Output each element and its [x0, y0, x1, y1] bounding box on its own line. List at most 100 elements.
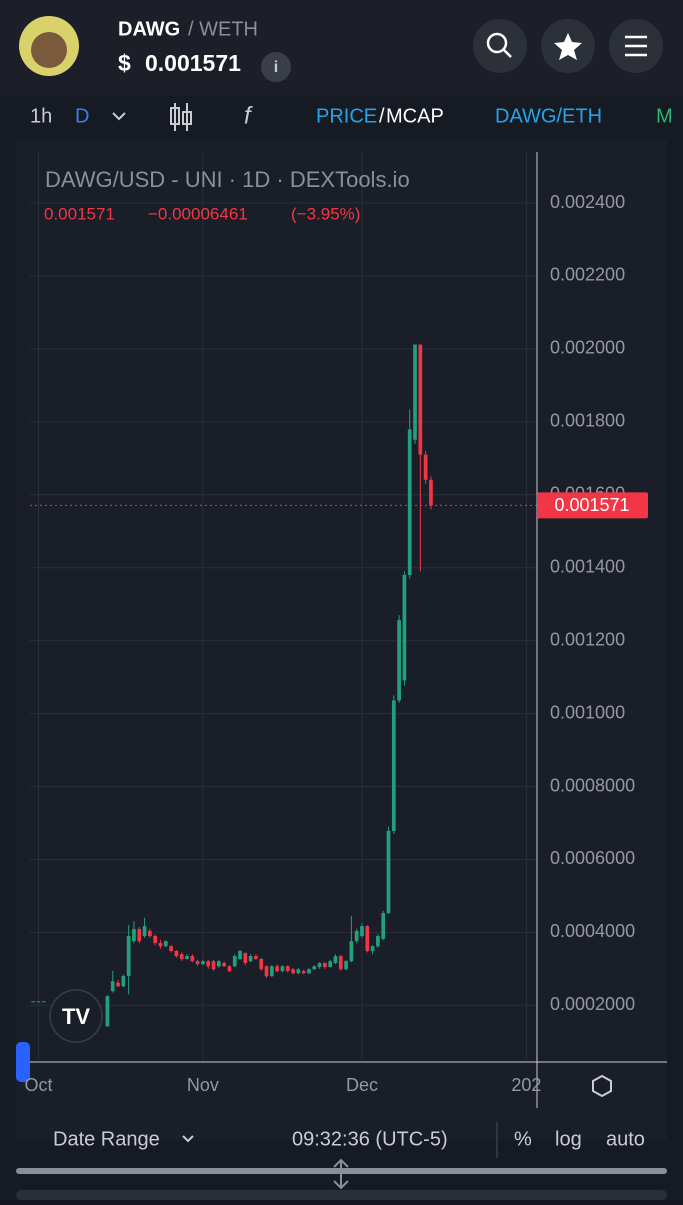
candle-body — [142, 926, 147, 937]
toggle-separator: / — [379, 105, 385, 127]
candle-body — [41, 1001, 46, 1003]
candle-body — [222, 963, 226, 967]
search-button[interactable] — [473, 19, 527, 73]
y-tick-label: 0.001200 — [550, 629, 625, 649]
currency: $ — [118, 50, 131, 76]
interval-button[interactable]: 1h — [30, 105, 52, 127]
x-tick-label: Nov — [187, 1075, 219, 1095]
search-icon — [486, 32, 508, 54]
candle-body — [312, 966, 317, 970]
y-tick-label: 0.0002000 — [550, 994, 635, 1014]
candles-icon — [170, 107, 180, 125]
candle-body — [227, 966, 232, 972]
candle-body — [381, 913, 386, 939]
more-toggle[interactable]: M — [656, 105, 673, 127]
candle-body — [121, 976, 126, 987]
candle-body — [216, 961, 221, 967]
candle-body — [301, 971, 306, 974]
candle-body — [365, 926, 370, 951]
candle-body — [397, 620, 401, 701]
tradingview-mark: TV — [62, 1004, 90, 1029]
avatar-face — [31, 32, 67, 68]
y-tick-label: 0.002000 — [550, 338, 625, 358]
candle-body — [174, 950, 179, 957]
search-icon — [503, 49, 512, 58]
candle-body — [163, 941, 168, 947]
time-display: 09:32:36 (UTC-5) — [292, 1128, 448, 1150]
candles-icon — [182, 111, 192, 125]
indicators-icon[interactable]: f — [244, 102, 253, 129]
candle-body — [376, 936, 380, 947]
x-tick-label: 202 — [511, 1075, 541, 1095]
candle-body — [296, 969, 301, 974]
y-tick-label: 0.0004000 — [550, 921, 635, 941]
y-tick-label: 0.002400 — [550, 192, 625, 212]
tradingview-logo[interactable] — [49, 989, 103, 1043]
settings-icon[interactable] — [592, 1074, 612, 1098]
percent-button[interactable]: % — [514, 1128, 532, 1150]
candle-body — [391, 700, 396, 831]
candle-body — [190, 956, 195, 962]
candle-body — [116, 982, 120, 987]
candle-body — [243, 953, 248, 964]
last-price-tag — [537, 492, 648, 519]
candle-body — [126, 936, 131, 977]
price: 0.001571 — [145, 50, 241, 76]
candle-body — [31, 1001, 36, 1003]
candle-body — [307, 969, 311, 974]
candle-body — [232, 956, 237, 967]
bottom-panel — [16, 1190, 667, 1200]
candle-body — [206, 961, 211, 967]
star-icon — [554, 33, 582, 60]
last-price-label: 0.001571 — [554, 495, 629, 515]
dropdown-icon[interactable] — [182, 1135, 194, 1143]
dropdown-icon[interactable] — [112, 112, 126, 121]
y-tick-label: 0.0008000 — [550, 775, 635, 795]
candle-body — [291, 969, 295, 974]
candle-body — [179, 954, 184, 959]
resolution-button[interactable]: D — [75, 105, 89, 127]
candle-body — [158, 942, 163, 947]
pair: / WETH — [188, 18, 258, 40]
candle-body — [36, 1001, 41, 1003]
candle-body — [354, 930, 359, 942]
symbol: DAWG — [118, 18, 180, 40]
y-tick-label: 0.0006000 — [550, 848, 635, 868]
legend-change: −0.00006461 — [148, 204, 248, 223]
auto-button[interactable]: auto — [606, 1128, 645, 1150]
info-button[interactable] — [261, 52, 291, 82]
candle-body — [110, 981, 115, 992]
y-tick-label: 0.002200 — [550, 265, 625, 285]
side-toggle[interactable] — [16, 1042, 30, 1082]
candle-body — [105, 996, 110, 1027]
candle-body — [333, 956, 338, 964]
candle-body — [269, 966, 274, 977]
candle-body — [349, 941, 354, 962]
candle-body — [147, 930, 152, 937]
chart-title: DAWG/USD - UNI · 1D · DEXTools.io — [45, 167, 410, 192]
resize-handle[interactable] — [333, 1158, 349, 1190]
candle-body — [285, 966, 290, 972]
candle-body — [254, 956, 258, 959]
candle-body — [238, 950, 242, 959]
candle-body — [344, 961, 348, 970]
menu-icon — [625, 35, 647, 57]
candle-body — [338, 956, 343, 970]
candle-body — [407, 429, 412, 576]
info-icon: i — [274, 59, 278, 76]
y-tick-label: 0.001800 — [550, 411, 625, 431]
log-button[interactable]: log — [555, 1128, 582, 1150]
y-tick-label: 0.001000 — [550, 702, 625, 722]
candle-body — [211, 961, 216, 970]
pair-toggle[interactable]: DAWG/ETH — [495, 105, 602, 127]
candle-body — [201, 961, 205, 965]
candle-body — [153, 936, 158, 943]
candle-body — [413, 344, 417, 440]
price-toggle[interactable]: PRICE — [316, 105, 377, 127]
y-tick-label: 0.001400 — [550, 556, 625, 576]
date-range-button[interactable]: Date Range — [53, 1128, 160, 1150]
candle-body — [370, 946, 375, 951]
candle-body — [386, 830, 391, 914]
mcap-toggle[interactable]: MCAP — [386, 105, 444, 127]
candle-body — [248, 956, 253, 962]
